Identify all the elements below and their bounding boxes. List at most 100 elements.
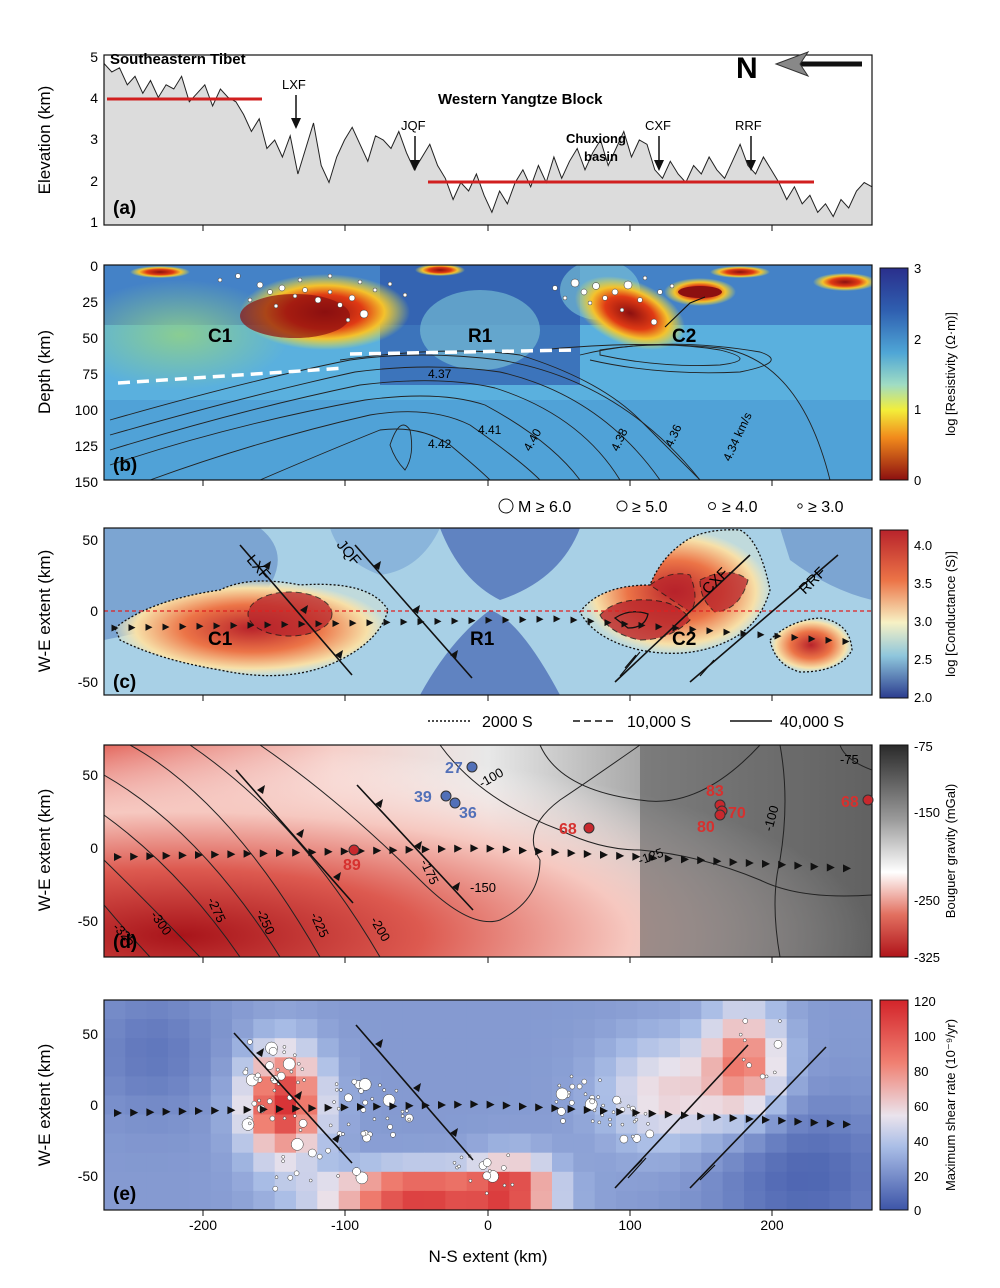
shear-cell: [594, 1000, 617, 1020]
shear-cell: [808, 1133, 830, 1154]
shear-cell: [402, 1190, 425, 1210]
shear-cell: [445, 1000, 468, 1020]
shear-cell: [381, 1133, 404, 1154]
shear-cell: [786, 1171, 809, 1192]
shear-cell: [381, 1038, 404, 1058]
shear-cell: [338, 1171, 361, 1192]
shear-cell: [360, 1152, 382, 1173]
shear-cell: [509, 1133, 532, 1154]
earthquake-dot: [274, 1175, 279, 1179]
res-tick-2: 2: [914, 332, 921, 347]
shear-cell: [680, 1152, 702, 1173]
shear-cell: [125, 1019, 148, 1039]
shear-cell: [509, 1114, 532, 1135]
shear-cell: [808, 1114, 830, 1135]
earthquake-dot: [298, 1128, 303, 1132]
earthquake-dot: [269, 1115, 276, 1122]
depth-axis: 0 25 50 75 100 125 150: [75, 258, 99, 490]
earthquake-dot: [339, 1088, 343, 1092]
conductance-colorbar-label: log [Conductance (S)]: [943, 551, 958, 677]
shear-cell: [680, 1133, 702, 1154]
shear-cell: [168, 1000, 190, 1020]
fault-lines-d: [235, 769, 474, 911]
shear-cell: [850, 1019, 872, 1039]
elevation-profile-fill: [104, 63, 872, 225]
earthquake-dot: [407, 1117, 411, 1122]
earthquake-dot: [583, 1092, 588, 1096]
earthquake-dot: [300, 1067, 305, 1071]
shear-cell: [658, 1152, 681, 1173]
shear-cell: [104, 1038, 126, 1058]
shear-cell: [850, 1057, 872, 1077]
vel-label-442: 4.42: [428, 437, 452, 451]
shear-cell: [125, 1076, 148, 1096]
shear-cell: [296, 1152, 318, 1173]
red-point-89: 89: [343, 857, 361, 874]
earthquake-dot: [741, 1057, 746, 1062]
shear-cell: [381, 1114, 404, 1135]
earthquake-dot: [272, 1088, 277, 1093]
shear-cell: [701, 1114, 724, 1135]
shear-cell: [296, 1171, 318, 1192]
shear-cell: [658, 1133, 681, 1154]
cond-tick-30: 3.0: [914, 614, 932, 629]
earthquake-dot: [778, 1019, 782, 1023]
shear-cell: [488, 1114, 510, 1135]
anomaly-c1-c: C1: [208, 629, 233, 650]
earthquake-dot: [296, 1080, 300, 1085]
ns-tick-0: 0: [484, 1217, 492, 1233]
magnitude-legend: M ≥ 6.0 ≥ 5.0 ≥ 4.0 ≥ 3.0: [498, 498, 844, 516]
shear-cell: [125, 1133, 148, 1154]
legend-m6: M ≥ 6.0: [518, 499, 571, 516]
depth-tick-50: 50: [82, 330, 98, 346]
panel-d: -325 -300 -275 -250 -225 -200 -175 -150 …: [35, 739, 958, 965]
shear-cell: [253, 1152, 276, 1173]
shear-cell: [402, 1076, 425, 1096]
shear-cell: [210, 1114, 233, 1135]
earthquake-dot: [485, 1191, 489, 1196]
shear-cell: [808, 1057, 830, 1077]
fault-label-rrf-a: RRF: [735, 118, 762, 133]
earthquake-dot: [620, 1122, 625, 1127]
depth-tick-125: 125: [75, 438, 99, 454]
shear-cell: [808, 1190, 830, 1210]
shear-cell: [466, 1190, 489, 1210]
shear-cell: [722, 1152, 745, 1173]
shear-cell: [253, 1095, 276, 1116]
red-point-68a: 68: [559, 821, 577, 838]
shear-cell: [680, 1019, 702, 1039]
earthquake-dot: [557, 1083, 562, 1088]
shear-tick-40: 40: [914, 1134, 928, 1149]
shear-cell: [509, 1152, 532, 1173]
shear-cell: [552, 1152, 574, 1173]
shear-cell: [338, 1190, 361, 1210]
earthquake-dot: [459, 1155, 464, 1160]
shear-cell: [701, 1057, 724, 1077]
shear-cell: [189, 1095, 212, 1116]
shear-cell: [658, 1171, 681, 1192]
shear-cell: [488, 1019, 510, 1039]
shear-cell: [168, 1190, 190, 1210]
shear-cell: [701, 1133, 724, 1154]
shear-cell: [509, 1038, 532, 1058]
shear-cell: [189, 1019, 212, 1039]
earthquake-dot: [372, 1117, 377, 1121]
shear-cell: [296, 1057, 318, 1077]
vel-label-441: 4.41: [478, 423, 502, 437]
earthquake-dot: [247, 1039, 253, 1045]
earthquake-dot: [631, 1134, 635, 1139]
earthquake-dot: [569, 1083, 576, 1090]
shear-cell: [104, 1019, 126, 1039]
earthquake-dot: [597, 1120, 602, 1125]
earthquake-dot: [370, 1097, 374, 1101]
shear-cell: [616, 1038, 638, 1058]
ns-axis: -200 -100 0 100 200: [189, 1217, 784, 1233]
shear-cell: [616, 1171, 638, 1192]
panel-c: LXF JQF CXF RRF C1 R1 C2 (c) 50 0 -50 W-…: [35, 527, 958, 731]
we-axis-label-c: W-E extent (km): [35, 550, 54, 672]
shear-cell: [253, 1133, 276, 1154]
earthquake-dot: [293, 1170, 300, 1177]
shear-cell: [616, 1190, 638, 1210]
shear-cell: [829, 1114, 852, 1135]
earthquake-dot: [328, 1123, 333, 1128]
